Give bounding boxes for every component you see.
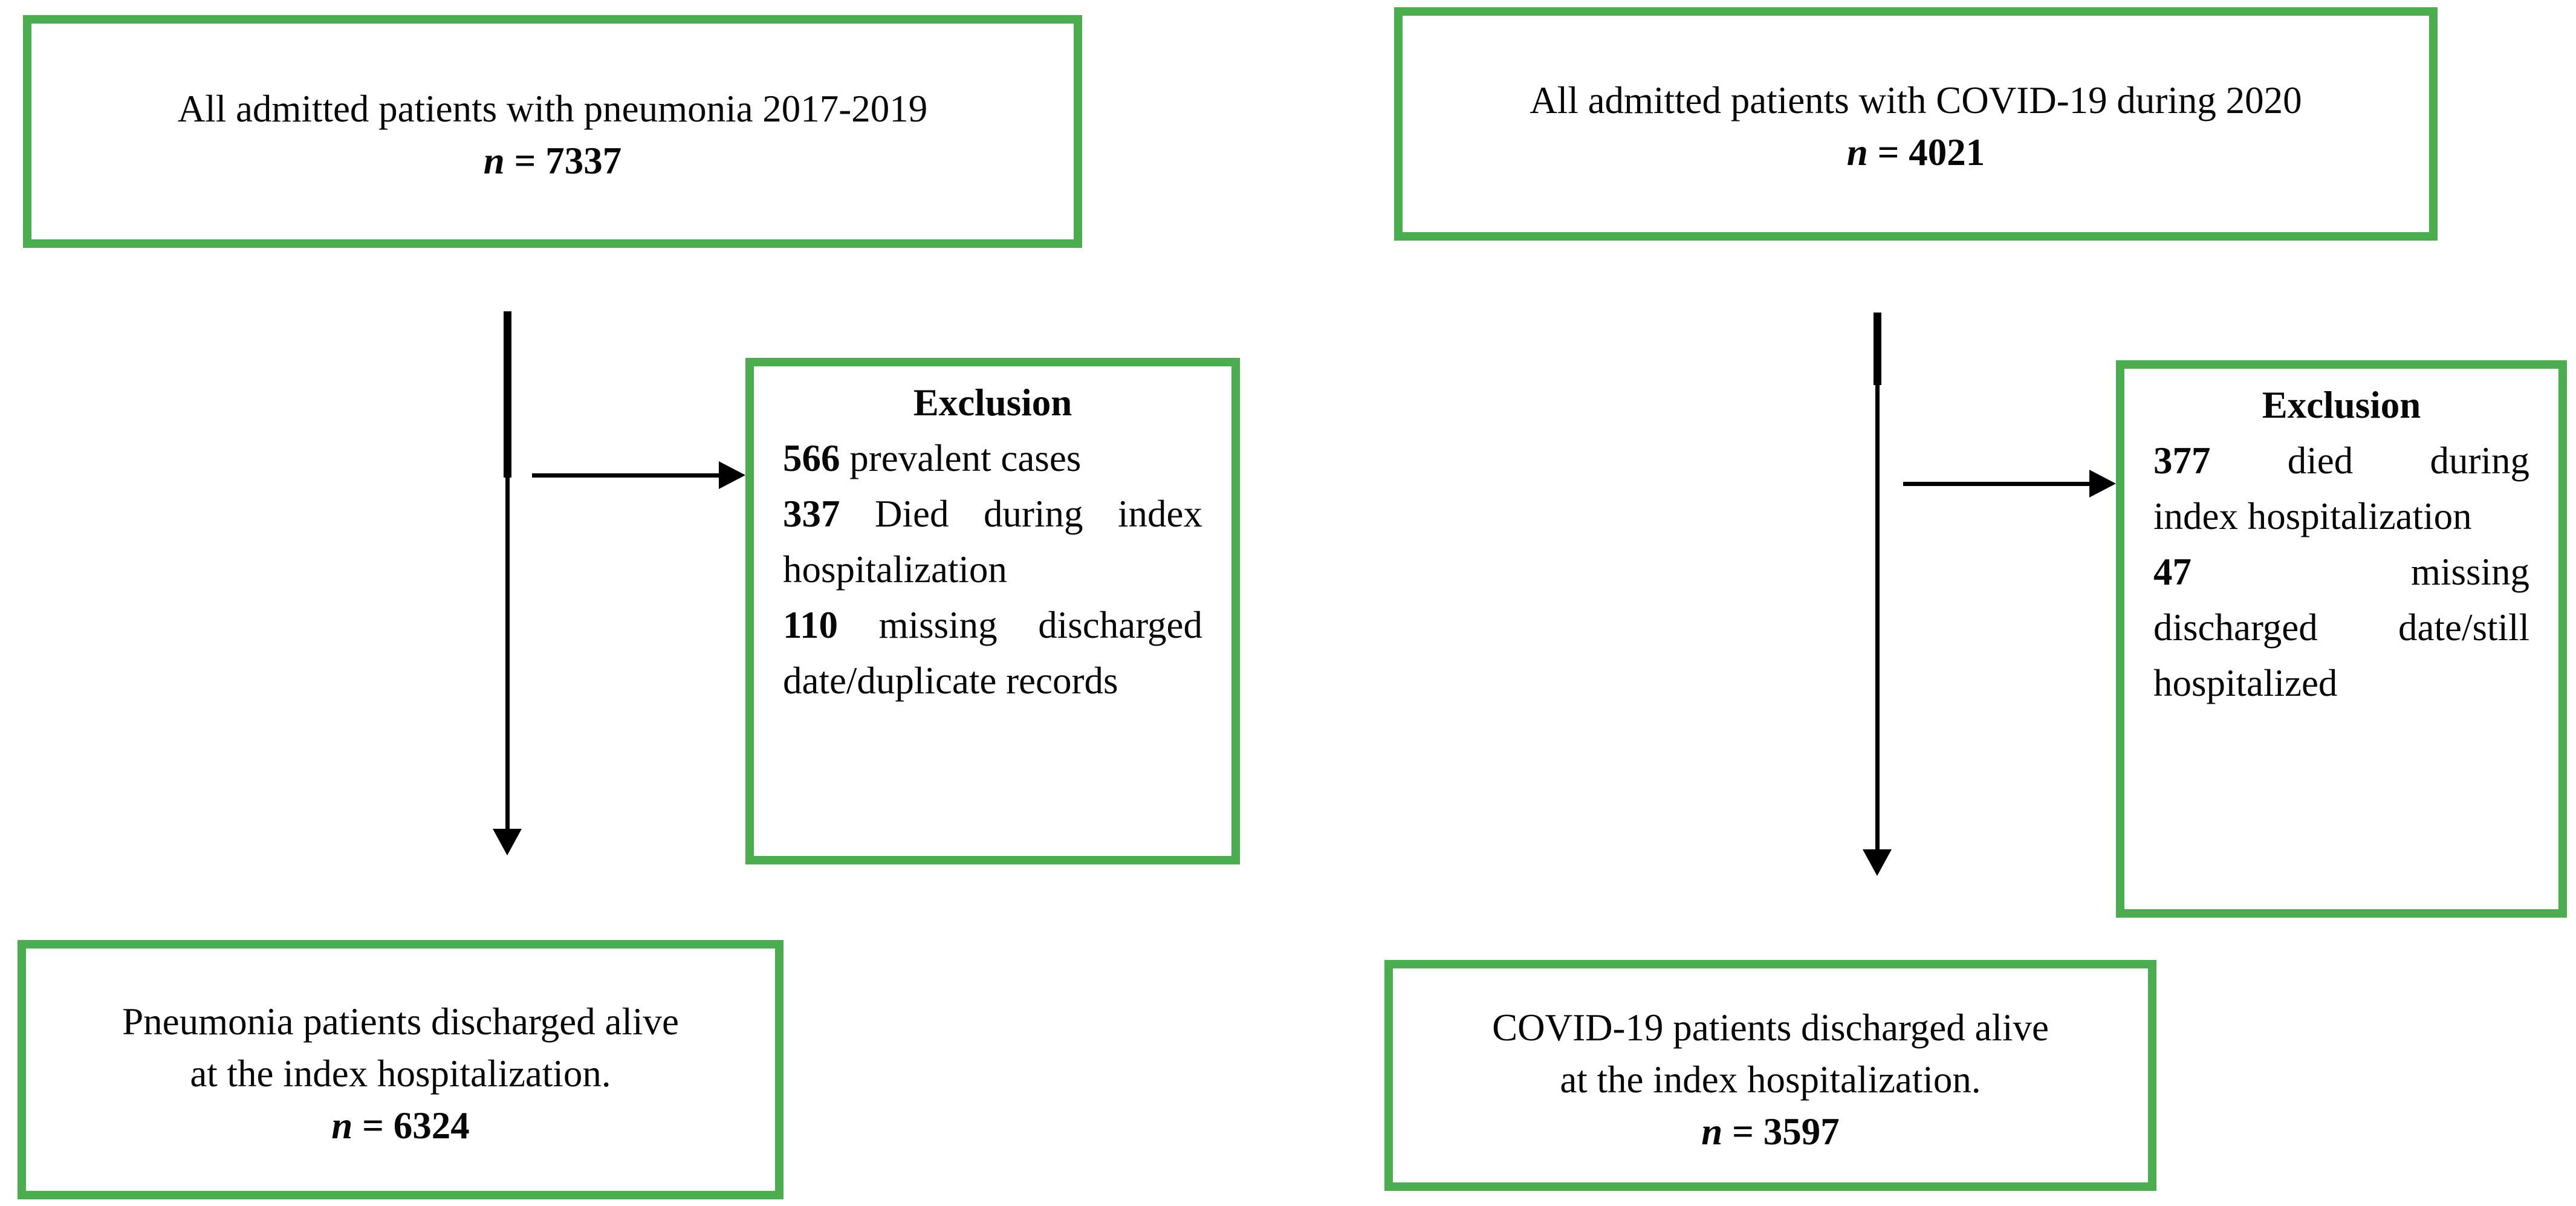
exclusion-text: date/duplicate records [783,660,1118,702]
covid-down-arrowhead-icon [1863,849,1892,876]
exclusion-title: Exclusion [2262,384,2421,426]
covid-cohort-text: All admitted patients with COVID-19 duri… [1530,79,2302,122]
n-symbol: n [483,139,505,182]
exclusion-line: 47 missing [2153,544,2529,600]
covid-discharged-n: n = 3597 [1393,1106,2148,1158]
exclusion-line: 566 prevalent cases [783,430,1202,486]
exclusion-text: prevalent cases [849,437,1082,479]
exclusion-text: died during [2287,439,2530,482]
pneumonia-cohort-text: All admitted patients with pneumonia 201… [177,87,928,130]
covid-down-arrow-shaft [1875,313,1880,849]
n-value: = 7337 [514,139,622,182]
exclusion-text: Died during index [875,493,1202,535]
pneumonia-cohort-box: All admitted patients with pneumonia 201… [23,15,1082,248]
exclusion-line: discharged date/still [2153,600,2529,655]
exclusion-text: missing discharged [878,604,1203,646]
pneumonia-discharged-box: Pneumonia patients discharged alive at t… [18,940,784,1199]
exclusion-line: 110 missing discharged [783,597,1202,653]
n-symbol: n [1846,131,1868,173]
covid-exclusion-arrow-shaft [1903,482,2090,486]
pneumonia-exclusion-box: Exclusion 566 prevalent cases 337 Died d… [745,358,1240,864]
exclusion-line: date/duplicate records [783,653,1202,708]
exclusion-line: 337 Died during index [783,486,1202,542]
pneumonia-down-arrowhead-icon [493,829,522,855]
covid-discharged-box: COVID-19 patients discharged alive at th… [1384,960,2156,1191]
exclusion-title: Exclusion [913,381,1072,424]
exclusion-count: 337 [783,493,840,535]
exclusion-line: index hospitalization [2153,488,2529,544]
exclusion-text: hospitalized [2153,662,2338,704]
exclusion-count: 566 [783,437,840,479]
n-value: = 6324 [362,1104,470,1147]
pneumonia-discharged-text-2: at the index hospitalization. [190,1052,611,1095]
pneumonia-discharged-text-1: Pneumonia patients discharged alive [122,1000,679,1043]
n-value: = 3597 [1732,1110,1840,1153]
covid-cohort-box: All admitted patients with COVID-19 duri… [1394,7,2438,241]
n-value: = 4021 [1877,131,1985,173]
covid-exclusion-arrowhead-icon [2089,470,2116,498]
pneumonia-exclusion-arrow-shaft [532,473,721,478]
pneumonia-exclusion-arrowhead-icon [719,461,745,489]
exclusion-text: missing [2410,551,2529,593]
exclusion-count: 47 [2153,551,2192,593]
n-symbol: n [331,1104,353,1147]
covid-down-arrow-shaft-thick [1874,313,1881,385]
exclusion-text: discharged date/still [2153,606,2529,649]
n-symbol: n [1701,1110,1723,1153]
pneumonia-down-arrow-shaft [505,311,510,829]
exclusion-line: 377 died during [2153,433,2529,488]
exclusion-count: 110 [783,604,839,646]
covid-discharged-text-1: COVID-19 patients discharged alive [1492,1007,2049,1049]
covid-exclusion-box: Exclusion 377 died during index hospital… [2116,360,2567,918]
exclusion-text: hospitalization [783,548,1007,591]
covid-discharged-text-2: at the index hospitalization. [1560,1058,1981,1101]
exclusion-text: index hospitalization [2153,495,2472,537]
pneumonia-cohort-n: n = 7337 [31,135,1074,187]
pneumonia-discharged-n: n = 6324 [26,1100,775,1152]
pneumonia-down-arrow-shaft-thick [504,311,511,478]
exclusion-count: 377 [2153,439,2211,482]
covid-cohort-n: n = 4021 [1403,126,2429,178]
exclusion-line: hospitalized [2153,655,2529,711]
exclusion-line: hospitalization [783,542,1202,597]
